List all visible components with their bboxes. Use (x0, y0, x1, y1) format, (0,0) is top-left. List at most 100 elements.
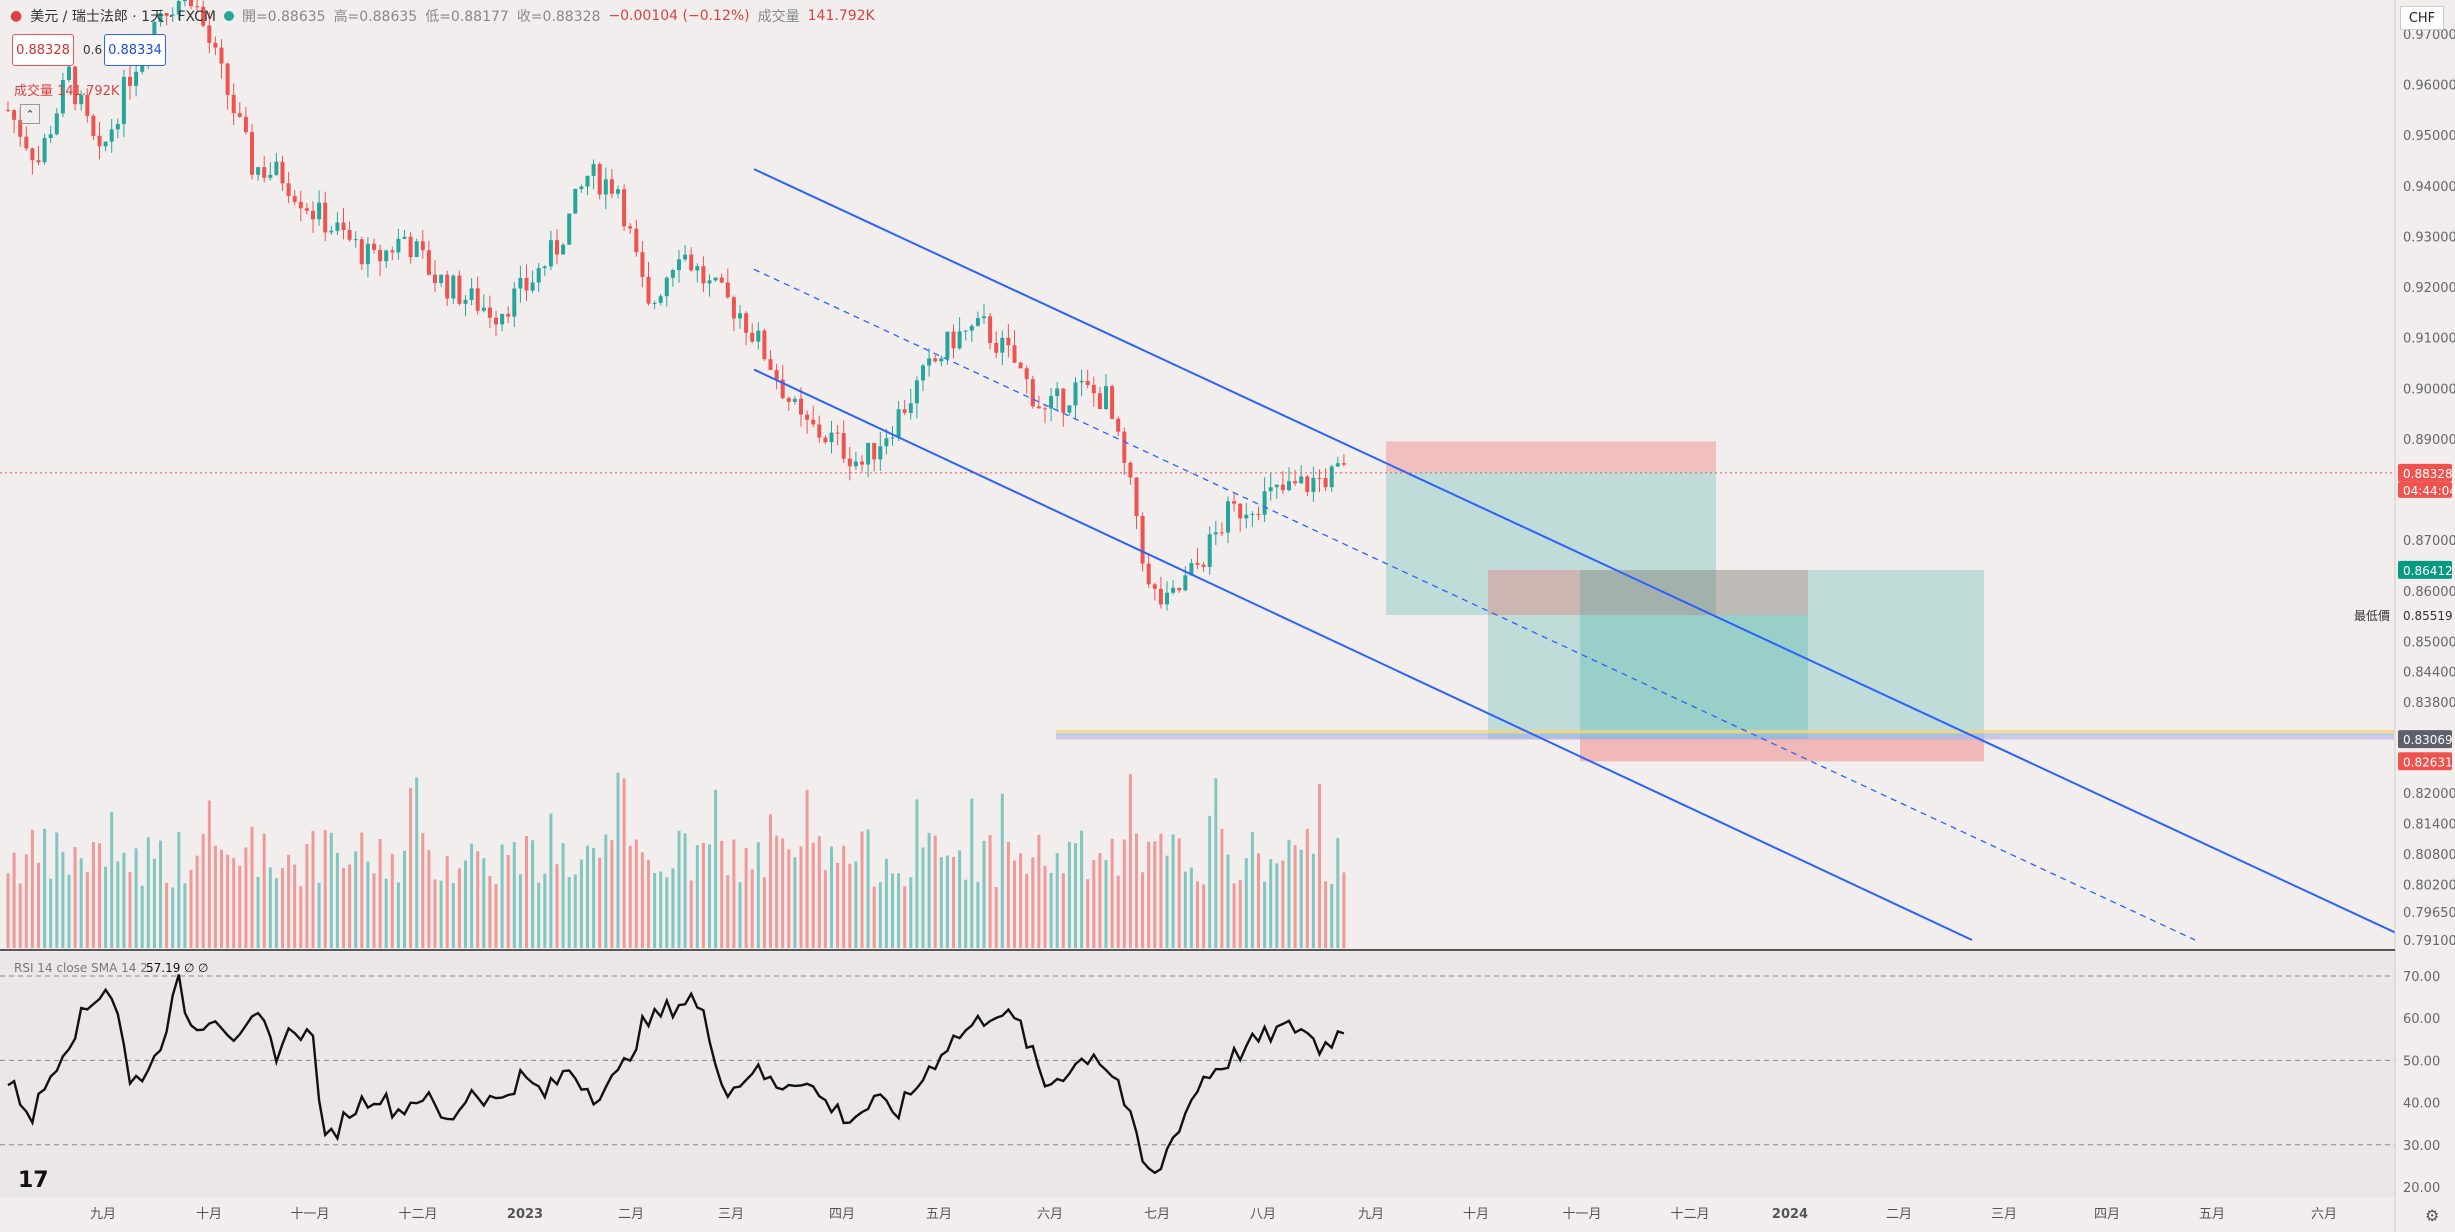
candle (738, 313, 742, 319)
candle (1049, 396, 1054, 409)
candle (664, 277, 669, 297)
volume-bar (884, 858, 888, 948)
price-tick-label: 0.80800 (2403, 848, 2455, 863)
volume-bar (525, 835, 528, 948)
candle (902, 409, 907, 413)
volume-bar (415, 777, 419, 948)
average-price-label: 0.85519 (2403, 609, 2453, 623)
price-tick-label: 0.94000 (2403, 180, 2455, 195)
volume-bar (1086, 879, 1090, 948)
regression-channel[interactable] (753, 168, 2396, 941)
volume-bar (281, 868, 284, 948)
rsi-value: 57.19 (146, 961, 180, 975)
candle (304, 208, 309, 211)
volume-bar (659, 871, 663, 948)
volume-bar (854, 861, 858, 948)
rsi-pane: 70.00 60.00 50.00 40.00 30.00 20.00 RSI 14 clo… (0, 961, 2440, 1196)
volume-bar (98, 843, 101, 948)
candle (518, 277, 523, 289)
time-tick-label: 六月 (1037, 1207, 1063, 1222)
volume-bar (1025, 873, 1029, 948)
candle (927, 358, 932, 366)
volume-bar (1263, 881, 1267, 948)
volume-bar (543, 873, 547, 948)
volume-bar (470, 843, 474, 948)
candle (207, 25, 212, 43)
volume-bar (744, 847, 748, 948)
candle (1262, 491, 1267, 515)
volume-bar (1006, 841, 1010, 948)
candle (731, 297, 736, 319)
time-tick-label: 十月 (196, 1207, 222, 1222)
volume-bar (439, 880, 443, 948)
candle (433, 274, 437, 284)
collapse-icon[interactable]: ⌃ (20, 104, 40, 124)
buy-button[interactable]: 0.88334 (104, 34, 166, 66)
candle (256, 167, 261, 175)
volume-bar (55, 832, 59, 948)
volume-bar (378, 839, 382, 948)
gear-icon[interactable]: ⚙ (2425, 1206, 2440, 1225)
candle (530, 282, 535, 291)
candle (195, 6, 200, 8)
candle (329, 230, 334, 233)
rsi-tick-label: 70.00 (2403, 970, 2440, 985)
rsi-tick-label: 50.00 (2403, 1054, 2440, 1069)
volume-bar (537, 882, 541, 948)
candle (353, 239, 358, 241)
time-tick-label: 四月 (829, 1207, 855, 1222)
candle (683, 254, 688, 260)
time-tick-label: 五月 (2199, 1207, 2225, 1222)
volume-bar (628, 845, 632, 948)
currency-selector[interactable]: CHF (2400, 6, 2444, 30)
time-tick-label: 2024 (1772, 1207, 1808, 1222)
candle (286, 183, 291, 197)
candle (573, 188, 578, 214)
candle (1018, 362, 1023, 369)
volume-bar (122, 852, 126, 948)
volume-bar (348, 864, 352, 948)
candle (896, 409, 901, 438)
candle (1006, 337, 1011, 346)
volume-bar (268, 867, 272, 948)
volume-bar (116, 861, 120, 948)
ohlc-low: 低=0.88177 (425, 9, 509, 25)
volume-bar (842, 845, 846, 948)
candle (1134, 477, 1139, 516)
volume-bar (201, 834, 205, 948)
volume-bar (421, 833, 425, 948)
candle (225, 63, 230, 95)
countdown-label: 04:44:04 (2403, 484, 2455, 498)
volume-bar (91, 842, 95, 948)
candle (1061, 388, 1066, 413)
volume-bar (287, 854, 291, 948)
candle (1043, 408, 1047, 410)
channel-median-line (753, 268, 2196, 941)
volume-bar (610, 840, 614, 948)
volume-bar (482, 858, 486, 948)
volume-bar (848, 863, 852, 948)
volume-bar (762, 877, 766, 948)
ohlc-change: −0.00104 (−0.12%) (608, 8, 750, 24)
price-tick-label: 0.90000 (2403, 382, 2455, 397)
candle (1329, 466, 1334, 488)
volume-bar (976, 881, 980, 948)
volume-bar (732, 839, 736, 948)
volume-bar (860, 831, 864, 948)
candle (396, 238, 401, 253)
volume-bar (561, 843, 565, 948)
long-target-zone (1488, 615, 1808, 740)
candle (487, 307, 492, 318)
volume-bar (1000, 793, 1004, 948)
candle (1195, 563, 1200, 565)
candle (36, 160, 41, 163)
time-tick-label: 十二月 (1670, 1207, 1709, 1222)
volume-value: 141.792K (807, 8, 875, 24)
candle (262, 167, 267, 178)
candle (268, 174, 273, 178)
sell-button[interactable]: 0.88328 (12, 34, 74, 66)
position-zones[interactable] (1056, 441, 2394, 762)
candle (799, 398, 803, 415)
symbol-title[interactable]: 美元 / 瑞士法郎 · 1天 · FXCM (30, 9, 216, 25)
